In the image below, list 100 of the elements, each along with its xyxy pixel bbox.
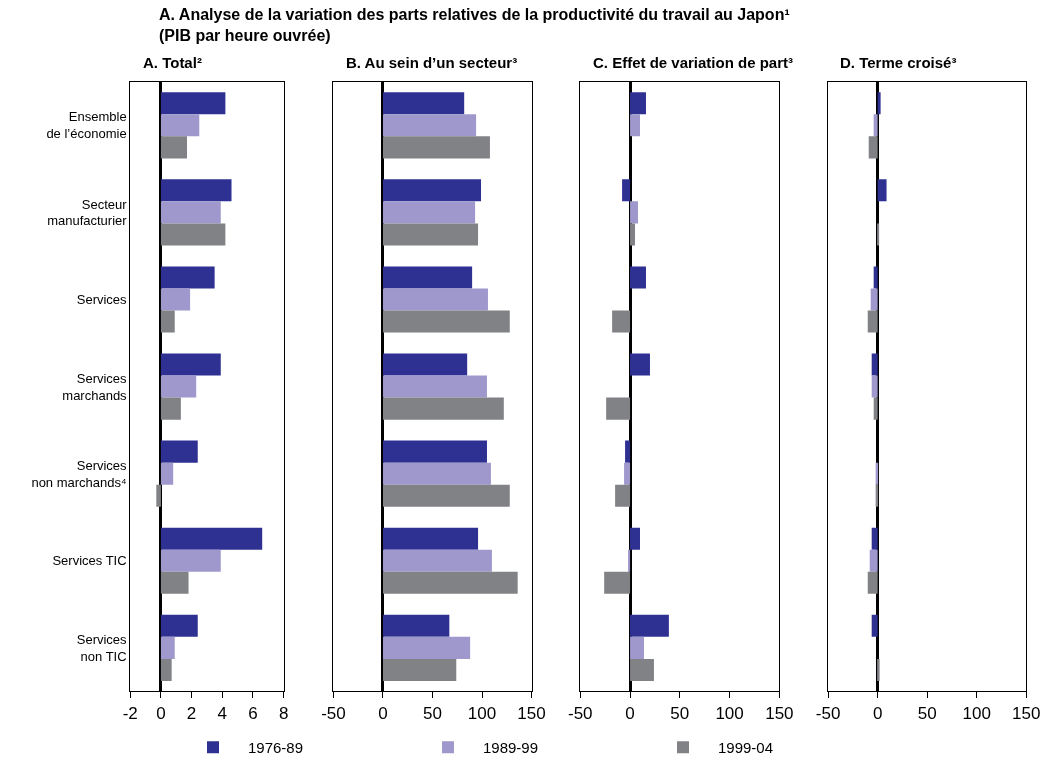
bar (382, 440, 487, 463)
bar (870, 288, 878, 311)
bar (604, 571, 631, 594)
bar (160, 136, 188, 159)
text: A. Analyse de la variation des parts relatives de la productivité du travail au Japon¹ (PIB par heure ouvrée) (159, 6, 790, 44)
bar (382, 549, 492, 572)
bar (156, 484, 161, 507)
bar (160, 114, 200, 137)
bar (382, 527, 479, 550)
x-tick-label: 8 (278, 703, 289, 723)
chart-title: D. Terme croisé³ (840, 54, 957, 71)
bar (628, 549, 631, 572)
bar (160, 201, 221, 224)
bar (630, 527, 641, 550)
bar (630, 201, 639, 224)
x-tick-label: 100 (715, 703, 744, 723)
bar (873, 266, 878, 289)
bar (606, 397, 631, 420)
chart-title: B. Au sein d’un secteur³ (346, 54, 518, 71)
bar (382, 614, 450, 637)
bar (160, 658, 172, 681)
x-tick-label: 150 (517, 703, 546, 723)
bar (630, 636, 644, 659)
bar (382, 353, 468, 376)
bar (160, 636, 175, 659)
bar (873, 114, 878, 137)
bar (625, 440, 631, 463)
bar (615, 484, 631, 507)
x-tick-label: 0 (872, 703, 883, 723)
bar (160, 310, 175, 333)
bar (624, 462, 631, 485)
bar (160, 462, 174, 485)
y-tick-label: Secteur manufacturier (47, 196, 128, 229)
x-tick-label: 0 (156, 703, 166, 723)
x-tick-label: 4 (217, 703, 228, 723)
bar (160, 549, 221, 572)
bar (160, 397, 181, 420)
bar (382, 658, 457, 681)
bar (160, 353, 221, 376)
bar (382, 179, 482, 202)
x-tick-label: 100 (962, 703, 991, 723)
x-tick-label: 0 (625, 703, 635, 723)
chart-title: C. Effet de variation de part³ (593, 54, 794, 71)
bar (382, 114, 477, 137)
y-tick-label: Services non TIC (76, 631, 128, 664)
x-tick-label: -50 (321, 703, 346, 723)
x-tick-label: -2 (122, 703, 138, 723)
bar (877, 92, 881, 115)
bar (630, 614, 669, 637)
x-tick-label: 2 (186, 703, 197, 723)
bar (382, 288, 488, 311)
bar (160, 223, 226, 246)
x-tick-label: 100 (467, 703, 497, 723)
bar (382, 136, 490, 159)
bar (382, 201, 476, 224)
bar (382, 223, 479, 246)
x-tick-label: 150 (765, 703, 794, 723)
x-tick-label: 150 (1012, 703, 1041, 723)
bar (160, 266, 215, 289)
y-tick-label: Ensemble de l’économie (46, 109, 127, 142)
bar (160, 375, 197, 398)
x-tick-label: 0 (378, 703, 388, 723)
bar (877, 658, 880, 681)
bar (160, 288, 191, 311)
bar (871, 375, 878, 398)
bar (382, 462, 491, 485)
bar (160, 92, 226, 115)
legend-label: 1976-89 (248, 739, 304, 757)
bar (871, 527, 878, 550)
bar (877, 179, 887, 202)
bar (873, 397, 878, 420)
bar (160, 571, 189, 594)
bar (622, 179, 631, 202)
bar (382, 266, 473, 289)
bar (160, 527, 263, 550)
bar (630, 266, 646, 289)
bar (630, 353, 650, 376)
bar (869, 549, 878, 572)
bar (630, 92, 646, 115)
bar (160, 440, 198, 463)
bar (382, 397, 504, 420)
x-tick-label: 50 (917, 703, 937, 723)
bar (382, 636, 471, 659)
y-tick-label: Services TIC (52, 553, 127, 569)
bar (871, 353, 878, 376)
bar (868, 136, 878, 159)
bar (382, 92, 465, 115)
x-tick-label: 6 (248, 703, 258, 723)
y-tick-label: Services non marchands⁴ (31, 457, 128, 490)
bar (160, 179, 232, 202)
chart-title: A. Total² (143, 54, 202, 71)
x-tick-label: -50 (815, 703, 841, 723)
y-tick-label: Services marchands (62, 370, 128, 403)
bar (867, 571, 878, 594)
bar (612, 310, 631, 333)
bar (160, 614, 198, 637)
bar (871, 614, 878, 637)
bar (382, 375, 487, 398)
legend-label: 1989-99 (483, 739, 539, 757)
bar (382, 571, 518, 594)
